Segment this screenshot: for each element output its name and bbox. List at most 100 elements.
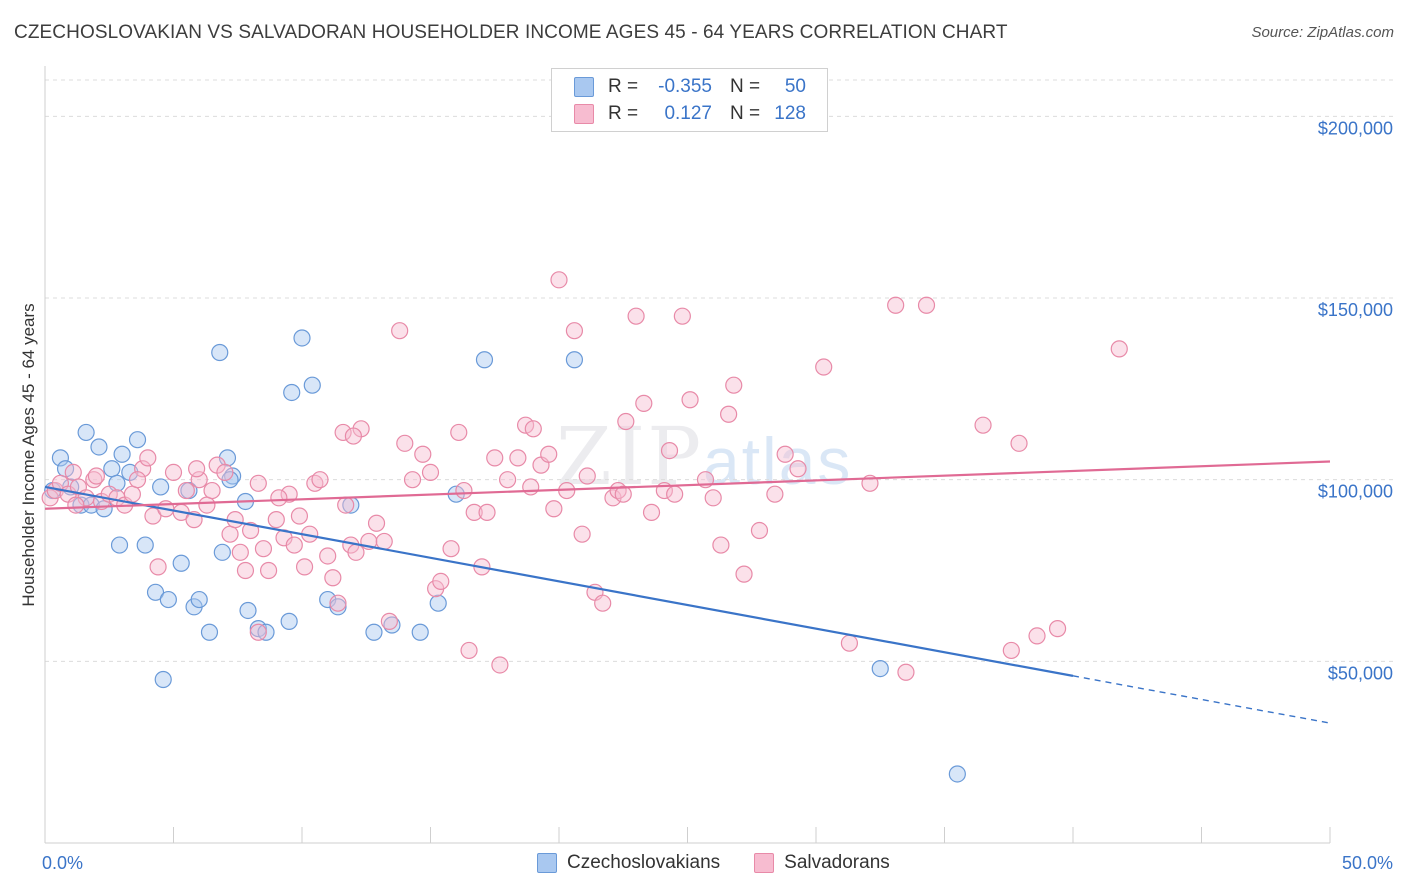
- point-salvadoran: [522, 478, 540, 496]
- point-salvadoran: [188, 460, 206, 478]
- point-salvadoran: [87, 467, 106, 485]
- chart-title: CZECHOSLOVAKIAN VS SALVADORAN HOUSEHOLDE…: [14, 22, 1008, 43]
- point-czechoslovakian: [239, 601, 257, 620]
- point-salvadoran: [421, 463, 440, 481]
- y-tick-label: $200,000: [1318, 118, 1393, 138]
- point-czechoslovakian: [293, 329, 311, 347]
- point-salvadoran: [216, 463, 234, 481]
- legend-swatch-pink: [754, 853, 775, 873]
- point-salvadoran: [776, 445, 794, 463]
- point-salvadoran: [319, 547, 337, 565]
- legend-r-label: R =: [608, 103, 639, 124]
- point-salvadoran: [1010, 434, 1028, 452]
- point-salvadoran: [329, 594, 347, 612]
- point-salvadoran: [190, 471, 208, 489]
- point-salvadoran: [290, 507, 309, 525]
- point-salvadoran: [1110, 340, 1128, 358]
- point-salvadoran: [177, 481, 195, 500]
- point-salvadoran: [917, 296, 936, 314]
- point-salvadoran: [226, 511, 244, 529]
- point-salvadoran: [285, 536, 303, 554]
- point-salvadoran: [1028, 627, 1046, 645]
- point-salvadoran: [249, 474, 267, 492]
- point-salvadoran: [64, 463, 82, 481]
- point-czechoslovakian: [283, 383, 301, 402]
- point-salvadoran: [442, 540, 460, 558]
- point-czechoslovakian: [948, 765, 966, 783]
- point-salvadoran: [509, 449, 527, 467]
- point-salvadoran: [221, 525, 239, 543]
- point-salvadoran: [198, 496, 216, 514]
- y-tick-label: $100,000: [1318, 482, 1393, 502]
- point-salvadoran: [524, 420, 542, 438]
- point-czechoslovakian: [429, 594, 447, 612]
- point-salvadoran: [123, 485, 141, 503]
- point-salvadoran: [259, 561, 278, 580]
- axes: [44, 66, 1331, 844]
- point-salvadoran: [840, 634, 859, 652]
- point-salvadoran: [887, 296, 905, 314]
- point-salvadoran: [139, 449, 157, 467]
- point-salvadoran: [380, 612, 398, 630]
- point-salvadoran: [249, 623, 267, 641]
- point-salvadoran: [974, 416, 992, 434]
- trend-line-salvadorans: [44, 460, 1331, 510]
- point-salvadoran: [499, 471, 517, 489]
- point-czechoslovakian: [200, 623, 219, 641]
- point-salvadoran: [491, 656, 509, 674]
- y-axis-title: Householder Income Ages 45 - 64 years: [19, 303, 38, 606]
- point-salvadoran: [280, 485, 298, 503]
- legend-r-value: -0.355: [658, 76, 712, 97]
- point-czechoslovakian: [475, 351, 494, 369]
- point-salvadoran: [231, 543, 249, 561]
- point-salvadoran: [486, 449, 504, 467]
- point-czechoslovakian: [365, 623, 383, 641]
- point-salvadoran: [545, 500, 563, 518]
- legend-label: Salvadorans: [784, 852, 890, 873]
- point-salvadoran: [254, 540, 273, 558]
- legend-item-czechoslovakians[interactable]: Czechoslovakians: [537, 852, 720, 874]
- point-salvadoran: [614, 485, 632, 503]
- point-czechoslovakian: [154, 670, 172, 689]
- point-salvadoran: [391, 322, 409, 340]
- point-salvadoran: [720, 405, 738, 423]
- point-salvadoran: [334, 423, 352, 442]
- point-salvadoran: [712, 536, 730, 554]
- point-czechoslovakian: [113, 445, 131, 463]
- legend-swatch-pink: [574, 104, 594, 124]
- point-salvadoran: [681, 391, 699, 409]
- point-salvadoran: [766, 485, 784, 503]
- y-tick-label: $50,000: [1328, 663, 1393, 683]
- point-salvadoran: [134, 460, 152, 478]
- point-czechoslovakian: [51, 449, 70, 467]
- point-salvadoran: [267, 511, 285, 529]
- point-czechoslovakian: [280, 612, 298, 630]
- point-salvadoran: [324, 569, 342, 587]
- point-salvadoran: [578, 467, 596, 485]
- point-salvadoran: [432, 572, 450, 591]
- x-tick-label: 0.0%: [42, 853, 83, 873]
- point-salvadoran: [311, 471, 329, 489]
- point-salvadoran: [540, 445, 558, 463]
- trend-line-extrapolation: [1072, 675, 1331, 724]
- point-czechoslovakian: [213, 543, 231, 561]
- point-czechoslovakian: [152, 478, 170, 496]
- point-salvadoran: [460, 641, 478, 660]
- legend-swatch-blue: [537, 853, 557, 873]
- point-czechoslovakian: [103, 460, 121, 478]
- point-salvadoran: [375, 532, 393, 551]
- point-salvadoran: [594, 594, 612, 612]
- legend-swatch-blue: [574, 77, 594, 97]
- point-salvadoran: [450, 423, 468, 442]
- point-czechoslovakian: [136, 536, 154, 554]
- point-salvadoran: [67, 496, 85, 514]
- legend-item-salvadorans[interactable]: Salvadorans: [754, 852, 890, 874]
- point-salvadoran: [627, 307, 645, 325]
- point-salvadoran: [815, 358, 833, 376]
- point-salvadoran: [270, 489, 288, 507]
- trend-lines: [44, 460, 1331, 724]
- series-legend: Czechoslovakians Salvadorans: [537, 852, 924, 874]
- point-salvadoran: [725, 376, 743, 394]
- legend-r-label: R =: [608, 76, 639, 97]
